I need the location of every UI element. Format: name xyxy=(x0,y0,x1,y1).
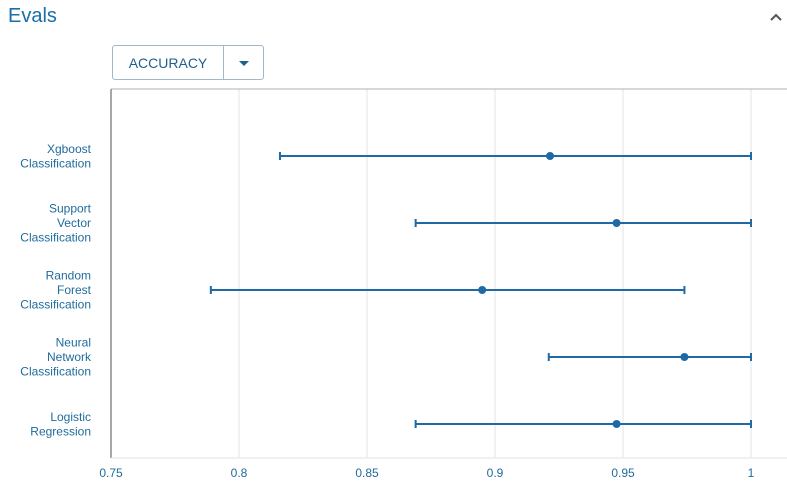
category-label: Classification xyxy=(20,298,91,312)
category-label: Classification xyxy=(20,365,91,379)
collapse-button[interactable] xyxy=(766,8,786,26)
x-tick-label: 0.95 xyxy=(611,466,635,480)
category-label: Logistic xyxy=(50,410,91,424)
x-tick-label: 0.9 xyxy=(487,466,504,480)
metric-select[interactable]: ACCURACY xyxy=(112,45,264,80)
category-label: Vector xyxy=(57,216,91,230)
page-title: Evals xyxy=(8,5,57,27)
category-label: Xgboost xyxy=(47,142,92,156)
caret-down-icon xyxy=(238,60,249,66)
category-label: Support xyxy=(49,202,92,216)
category-label: Classification xyxy=(20,156,91,170)
data-point xyxy=(612,420,621,428)
category-label: Forest xyxy=(57,283,92,297)
category-label: Network xyxy=(47,350,92,364)
category-label: Random xyxy=(46,269,91,283)
category-label: Classification xyxy=(20,231,91,245)
category-label: Regression xyxy=(30,424,91,438)
data-point xyxy=(612,219,621,227)
data-point xyxy=(546,152,555,160)
chevron-up-icon xyxy=(770,13,782,21)
category-label: Neural xyxy=(56,336,91,350)
metric-select-value: ACCURACY xyxy=(113,46,224,79)
data-point xyxy=(478,286,487,294)
x-tick-label: 0.85 xyxy=(355,466,379,480)
metric-select-toggle[interactable] xyxy=(224,46,263,79)
x-tick-label: 0.8 xyxy=(231,466,248,480)
x-tick-label: 0.75 xyxy=(99,466,123,480)
data-point xyxy=(680,353,689,361)
x-tick-label: 1 xyxy=(748,466,755,480)
